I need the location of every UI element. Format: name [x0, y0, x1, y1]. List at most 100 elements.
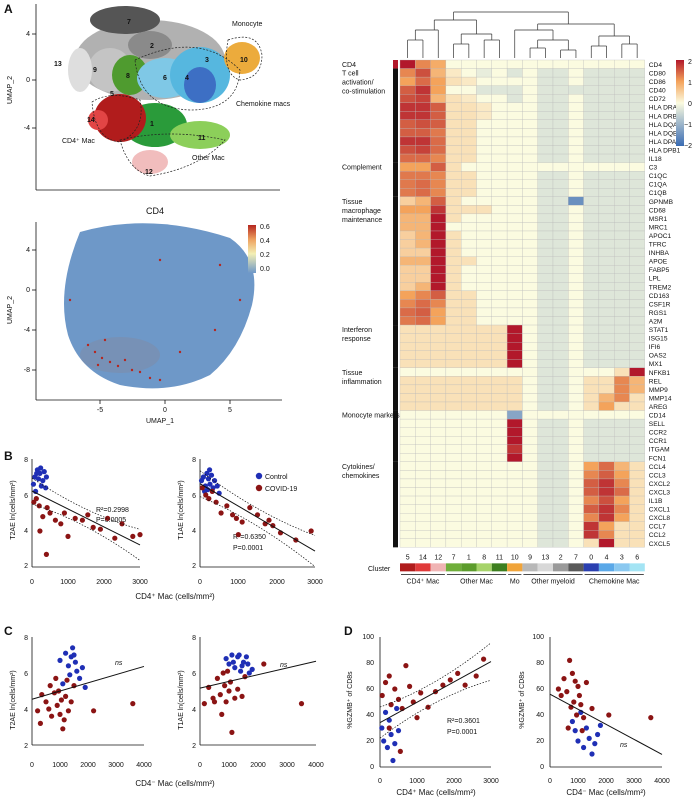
heatmap-cell: [552, 333, 569, 343]
heatmap-cell: [445, 521, 462, 531]
heatmap-cell: [415, 188, 431, 197]
heatmap-cell: [614, 119, 630, 129]
heatmap-cell: [415, 418, 431, 428]
scatter-d-left-xtick: 2000: [446, 778, 462, 785]
heatmap-cell: [445, 470, 462, 480]
scatter-b-left-xtick: 3000: [132, 579, 148, 586]
annotation-chemokine-macs: Chemokine macs: [236, 101, 291, 108]
cluster-color-swatch: [400, 563, 416, 572]
heatmap-cell: [461, 418, 477, 428]
heatmap-cell: [552, 265, 569, 274]
heatmap-cell: [430, 401, 447, 411]
heatmap-cell: [568, 384, 584, 394]
heatmap-cell: [522, 521, 538, 531]
covid-point: [211, 699, 218, 705]
heatmap-cell: [629, 495, 645, 505]
heatmap-cell: [430, 111, 447, 121]
heatmap-cell: [506, 470, 523, 480]
heatmap-cell: [568, 307, 584, 317]
heatmap-cell: [445, 530, 462, 539]
heatmap-cell: [552, 256, 569, 266]
heatmap-cell: [430, 470, 447, 480]
gene-label: REL: [649, 378, 662, 385]
cluster-label: 2: [150, 43, 154, 50]
heatmap-cell: [629, 504, 645, 514]
heatmap-cell: [583, 521, 600, 531]
heatmap-cell: [629, 453, 645, 462]
heatmap-cell: [476, 453, 492, 462]
heatmap-cell: [506, 102, 523, 112]
heatmap-cell: [476, 461, 492, 471]
heatmap-cell: [522, 453, 538, 462]
covid-point: [219, 711, 225, 718]
heatmap-cell: [522, 76, 538, 86]
heatmap-cell: [491, 247, 508, 257]
heatmap-cell: [522, 205, 538, 215]
heatmap-cell: [614, 170, 630, 180]
heatmap-cell: [537, 324, 554, 334]
covid-point: [31, 499, 37, 505]
gene-label: HLA DRA: [649, 105, 678, 112]
heatmap-cell: [461, 68, 477, 78]
umap-cd4-ytick: -8: [24, 367, 30, 374]
heatmap-cell: [568, 444, 584, 454]
heatmap-cell: [461, 359, 477, 368]
heatmap-cell: [506, 85, 523, 95]
umap-cd4-ytick: 4: [26, 247, 30, 254]
heatmap-cell: [461, 213, 477, 223]
heatmap-cell: [445, 316, 462, 326]
heatmap-cell: [476, 230, 492, 240]
heatmap-cell: [552, 530, 569, 539]
scatter-d-left-stat1: R²=0.3601: [447, 718, 480, 725]
heatmap-cell: [506, 461, 523, 471]
heatmap-cell: [614, 444, 630, 454]
covid-point: [392, 686, 398, 692]
heatmap-cell: [445, 213, 462, 223]
heatmap-cell: [430, 410, 447, 420]
heatmap-cell: [491, 436, 508, 445]
heatmap-cell: [445, 478, 462, 488]
heatmap-cell: [552, 179, 569, 189]
category-label: chemokines: [342, 473, 380, 480]
heatmap-cell: [614, 111, 630, 121]
heatmap-cell: [506, 290, 523, 300]
heatmap-cell: [568, 205, 584, 215]
category-bar: [393, 410, 398, 462]
control-point: [379, 725, 385, 731]
heatmap-cell: [537, 153, 554, 163]
gene-label: HLA DPB1: [649, 147, 681, 154]
heatmap-cell: [583, 530, 600, 539]
heatmap-cell: [552, 427, 569, 437]
heatmap-cell: [552, 119, 569, 129]
heatmap-cell: [629, 341, 645, 351]
category-label: Tissue: [342, 370, 362, 377]
heatmap-cell: [629, 444, 645, 454]
scatter-d-right-ytick: 100: [532, 634, 544, 641]
heatmap-cell: [537, 376, 554, 386]
heatmap-cell: [491, 350, 508, 360]
heatmap-cell: [598, 85, 615, 95]
control-point: [243, 654, 249, 660]
heatmap-cell: [491, 196, 508, 206]
scatter-b-left-xtick: 1000: [60, 579, 76, 586]
ci-band: [379, 642, 492, 708]
gene-label: CXCL3: [649, 489, 671, 496]
heatmap-cell: [461, 316, 477, 326]
heatmap-cell: [522, 478, 538, 488]
heatmap-cell: [629, 367, 645, 377]
scatter-c-right-xtick: 0: [198, 762, 202, 769]
cluster-label: 7: [127, 19, 131, 26]
heatmap-cell: [445, 410, 462, 420]
heatmap-cell: [598, 427, 615, 437]
cluster-number: 8: [482, 554, 486, 561]
heatmap-category-labels: CD4 T cell activation/co-stimulation Comple…: [342, 60, 400, 548]
annotation-other-mac: Other Mac: [192, 155, 225, 162]
scatter-c-left-xtick: 2000: [80, 762, 96, 769]
heatmap-cell: [583, 222, 600, 232]
heatmap-cell: [552, 102, 569, 112]
heatmap-cell: [430, 170, 447, 180]
cluster-number: 5: [406, 554, 410, 561]
heatmap-cell: [568, 128, 584, 138]
heatmap-cell: [522, 513, 538, 522]
heatmap-cell: [445, 230, 462, 240]
